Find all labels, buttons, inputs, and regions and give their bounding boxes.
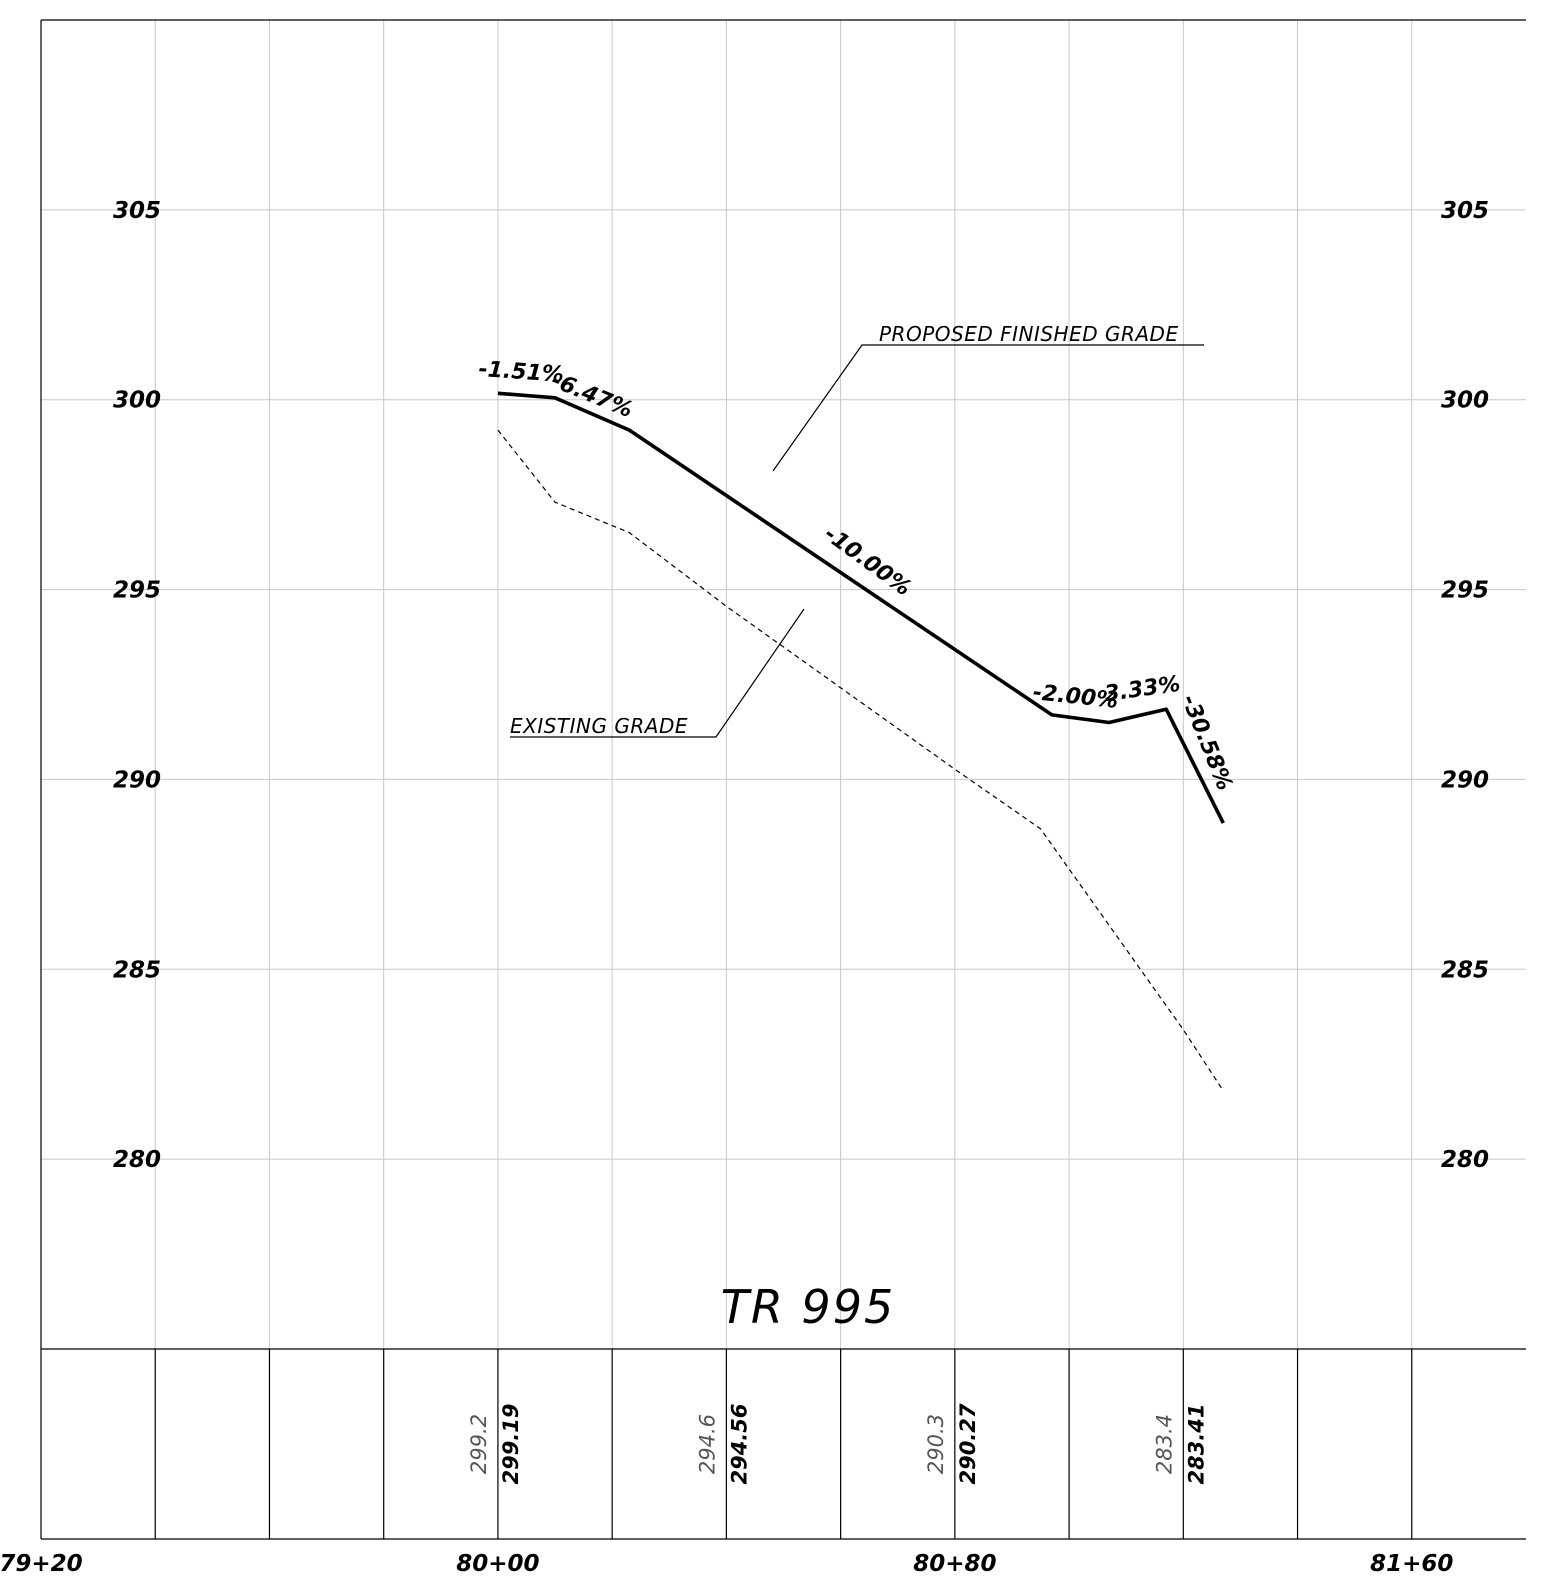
elevation-table: 299.2 299.19 294.6 294.56 290.3 290.27 283.4 28…	[467, 1403, 1208, 1484]
station-label: 80+80	[913, 1551, 996, 1577]
existing-elevation-value: 283.4	[1152, 1414, 1176, 1474]
frame	[40, 19, 1526, 1540]
existing-grade-callout: EXISTING GRADE	[510, 608, 805, 738]
proposed-grade-leader	[772, 344, 1204, 472]
station-axis-labels: 79+20 80+00 80+80 81+60	[0, 1551, 1453, 1577]
proposed-elevation-value: 294.56	[727, 1403, 751, 1484]
elevation-label-left: 300	[113, 388, 161, 414]
grade-percent-label: -1.51%	[478, 357, 565, 388]
elevation-label-right: 295	[1441, 578, 1489, 604]
existing-elevation-value: 299.2	[467, 1414, 491, 1474]
proposed-elevation-value: 283.41	[1184, 1403, 1208, 1484]
elevation-label-left: 280	[113, 1147, 161, 1173]
elevation-label-right: 300	[1441, 388, 1489, 414]
proposed-elevation-value: 290.27	[956, 1403, 980, 1484]
existing-elevation-value: 290.3	[924, 1414, 948, 1474]
grade-percent-label: -30.58%	[1176, 691, 1237, 794]
existing-elevation-value: 294.6	[695, 1414, 719, 1474]
proposed-grade-callout: PROPOSED FINISHED GRADE	[772, 322, 1204, 472]
elevation-label-right: 305	[1441, 198, 1489, 224]
elevation-label-right: 290	[1441, 767, 1489, 793]
elevation-label-right: 285	[1441, 957, 1489, 983]
proposed-grade-callout-text: PROPOSED FINISHED GRADE	[879, 322, 1179, 346]
elevation-axis-labels: 280 280 285 285 290 290 295 295 300 300 305 305	[113, 198, 1489, 1173]
grid	[41, 20, 1526, 1349]
proposed-grade-line	[497, 391, 1225, 824]
elevation-label-left: 295	[113, 578, 161, 604]
grade-percent-label: 3.33%	[1103, 672, 1182, 707]
existing-grade-callout-text: EXISTING GRADE	[510, 714, 688, 738]
profile-title: TR 995	[721, 1280, 895, 1334]
elevation-label-left: 290	[113, 767, 161, 793]
station-label: 79+20	[0, 1551, 83, 1577]
elevation-label-right: 280	[1441, 1147, 1489, 1173]
grade-profiles	[497, 391, 1225, 1092]
elevation-label-left: 305	[113, 198, 161, 224]
existing-grade-line	[497, 429, 1224, 1092]
station-label: 81+60	[1370, 1551, 1453, 1577]
elevation-label-left: 285	[113, 957, 161, 983]
existing-grade-leader	[510, 608, 805, 738]
proposed-elevation-value: 299.19	[499, 1403, 523, 1484]
station-label: 80+00	[456, 1551, 539, 1577]
